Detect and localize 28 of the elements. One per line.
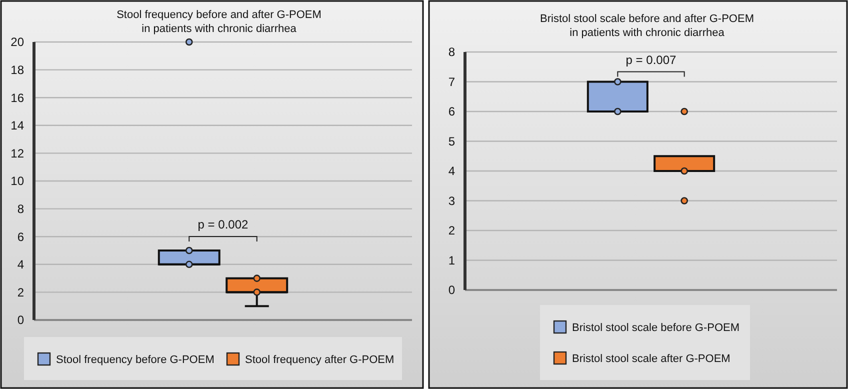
y-tick-label: 4: [17, 258, 24, 272]
y-tick-label: 1: [448, 253, 456, 268]
y-tick-label: 2: [17, 285, 24, 300]
y-tick-label: 6: [17, 230, 24, 244]
legend-label: Bristol stool scale after G-POEM: [572, 352, 730, 365]
y-tick-label: 4: [448, 164, 456, 178]
y-tick-label: 10: [10, 174, 24, 188]
y-tick-label: 5: [448, 134, 456, 148]
chart-title: Bristol stool scale before and after G-POEM in patients with chronic diarrhea: [540, 13, 754, 39]
y-tick-label: 20: [10, 35, 24, 50]
chart-title: Stool frequency before and after G-POEM in patients with chronic diarrhea: [116, 9, 322, 35]
y-tick-label: 14: [10, 118, 24, 133]
y-tick-label: 8: [17, 202, 24, 216]
y-tick-label: 6: [448, 104, 456, 119]
y-tick-label: 8: [448, 45, 456, 60]
y-tick-label: 0: [448, 283, 456, 298]
y-tick-label: 12: [10, 146, 24, 160]
y-tick-label: 18: [10, 63, 24, 77]
y-tick-label: 3: [448, 194, 456, 208]
annotation: p = 0.007: [626, 52, 677, 67]
legend-label: Bristol stool scale before G-POEM: [572, 322, 740, 334]
y-tick-label: 7: [448, 74, 456, 89]
y-tick-label: 16: [10, 90, 24, 105]
y-tick-label: 2: [448, 224, 456, 238]
legend-label: Stool frequency before G-POEM: [56, 354, 214, 366]
annotation: p = 0.002: [198, 218, 249, 232]
legend-label: Stool frequency after G-POEM: [245, 354, 394, 366]
y-tick-label: 0: [17, 313, 24, 328]
